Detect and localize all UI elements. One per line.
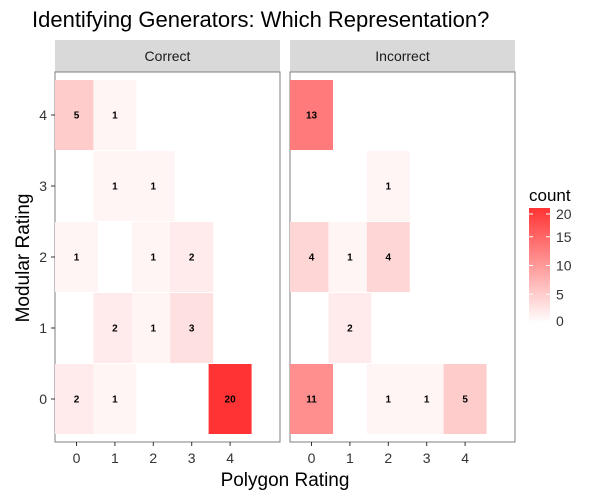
- heatmap-cell: [290, 80, 333, 150]
- heatmap-cell: [55, 80, 98, 150]
- legend-tick-label: 5: [556, 286, 564, 302]
- x-tick-label: 4: [226, 450, 234, 466]
- x-tick-label: 1: [346, 450, 354, 466]
- heatmap-cell: [290, 364, 333, 434]
- cell-count-label: 11: [306, 395, 317, 406]
- legend-tick-label: 10: [556, 258, 572, 274]
- chart-title: Identifying Generators: Which Representa…: [32, 7, 489, 32]
- cell-count-label: 4: [386, 253, 392, 264]
- y-axis: 0 1 2 3 4: [39, 107, 55, 407]
- heatmap-cell: [290, 222, 333, 292]
- cell-count-label: 2: [112, 324, 118, 335]
- cell-count-label: 1: [112, 395, 118, 406]
- cell-count-label: 1: [386, 395, 392, 406]
- heatmap-cell: [93, 293, 137, 363]
- x-tick-label: 2: [149, 450, 157, 466]
- x-tick-label: 3: [423, 450, 431, 466]
- heatmap-cell: [328, 293, 372, 363]
- heatmap-cell: [55, 364, 98, 434]
- panel-strip: [290, 40, 515, 72]
- legend-title: count: [529, 186, 571, 205]
- heatmap-cell: [443, 364, 487, 434]
- x-tick-label: 0: [73, 450, 81, 466]
- cell-count-label: 1: [151, 324, 157, 335]
- y-tick-label: 2: [39, 249, 47, 265]
- cell-count-label: 1: [424, 395, 430, 406]
- heatmap-cell: [208, 364, 252, 434]
- cell-count-label: 3: [189, 324, 195, 335]
- cell-count-label: 1: [347, 253, 353, 264]
- cell-count-label: 1: [112, 111, 118, 122]
- x-tick-label: 3: [188, 450, 196, 466]
- cell-count-label: 20: [225, 395, 237, 406]
- cell-count-label: 1: [151, 182, 157, 193]
- heatmap-cell: [366, 151, 410, 221]
- y-tick-label: 0: [39, 391, 47, 407]
- legend: count 0 5 10 15 20: [529, 186, 572, 329]
- heatmap-cell: [131, 222, 175, 292]
- heatmap-cell: [366, 364, 410, 434]
- cell-count-label: 5: [74, 111, 80, 122]
- x-axis-title: Polygon Rating: [221, 470, 350, 491]
- x-tick-label: 2: [384, 450, 392, 466]
- heatmap-cell: [93, 80, 137, 150]
- y-tick-label: 3: [39, 178, 47, 194]
- y-axis-title: Modular Rating: [13, 194, 34, 323]
- heatmap-cell: [170, 293, 214, 363]
- legend-tick-label: 0: [556, 313, 564, 329]
- cell-count-label: 2: [74, 395, 80, 406]
- cell-count-label: 2: [189, 253, 195, 264]
- legend-ticks: 0 5 10 15 20: [529, 206, 572, 329]
- cell-count-label: 1: [151, 253, 157, 264]
- cell-count-label: 5: [462, 395, 468, 406]
- x-tick-label: 1: [111, 450, 119, 466]
- legend-colorbar: [529, 208, 550, 323]
- cell-count-label: 13: [306, 111, 318, 122]
- x-axis: 0 1 2 3 4 0 1 2 3 4: [73, 442, 469, 466]
- y-tick-label: 4: [39, 107, 47, 123]
- heatmap-cell: [131, 293, 175, 363]
- x-tick-label: 0: [308, 450, 316, 466]
- cell-count-label: 1: [112, 182, 118, 193]
- panel-strip: [55, 40, 280, 72]
- cell-count-label: 4: [309, 253, 315, 264]
- cell-count-label: 1: [74, 253, 80, 264]
- y-tick-label: 1: [39, 320, 47, 336]
- heatmap-cell: [170, 222, 214, 292]
- heatmap-cell: [405, 364, 449, 434]
- heatmap-cell: [93, 151, 137, 221]
- heatmap-cell: [328, 222, 372, 292]
- heatmap-cell: [366, 222, 410, 292]
- x-tick-label: 4: [461, 450, 469, 466]
- legend-tick-label: 15: [556, 229, 572, 245]
- heatmap-cell: [131, 151, 175, 221]
- legend-tick-label: 20: [556, 206, 572, 222]
- panel-correct: Correct 5 1 1 1 1 1 2 2 1 3 2 1 20: [54, 40, 281, 443]
- panel-strip-label: Correct: [145, 48, 191, 64]
- cell-count-label: 2: [347, 324, 353, 335]
- cell-count-label: 1: [386, 182, 392, 193]
- heatmap-cell: [55, 222, 98, 292]
- panel-strip-label: Incorrect: [375, 48, 430, 64]
- heatmap-cell: [93, 364, 137, 434]
